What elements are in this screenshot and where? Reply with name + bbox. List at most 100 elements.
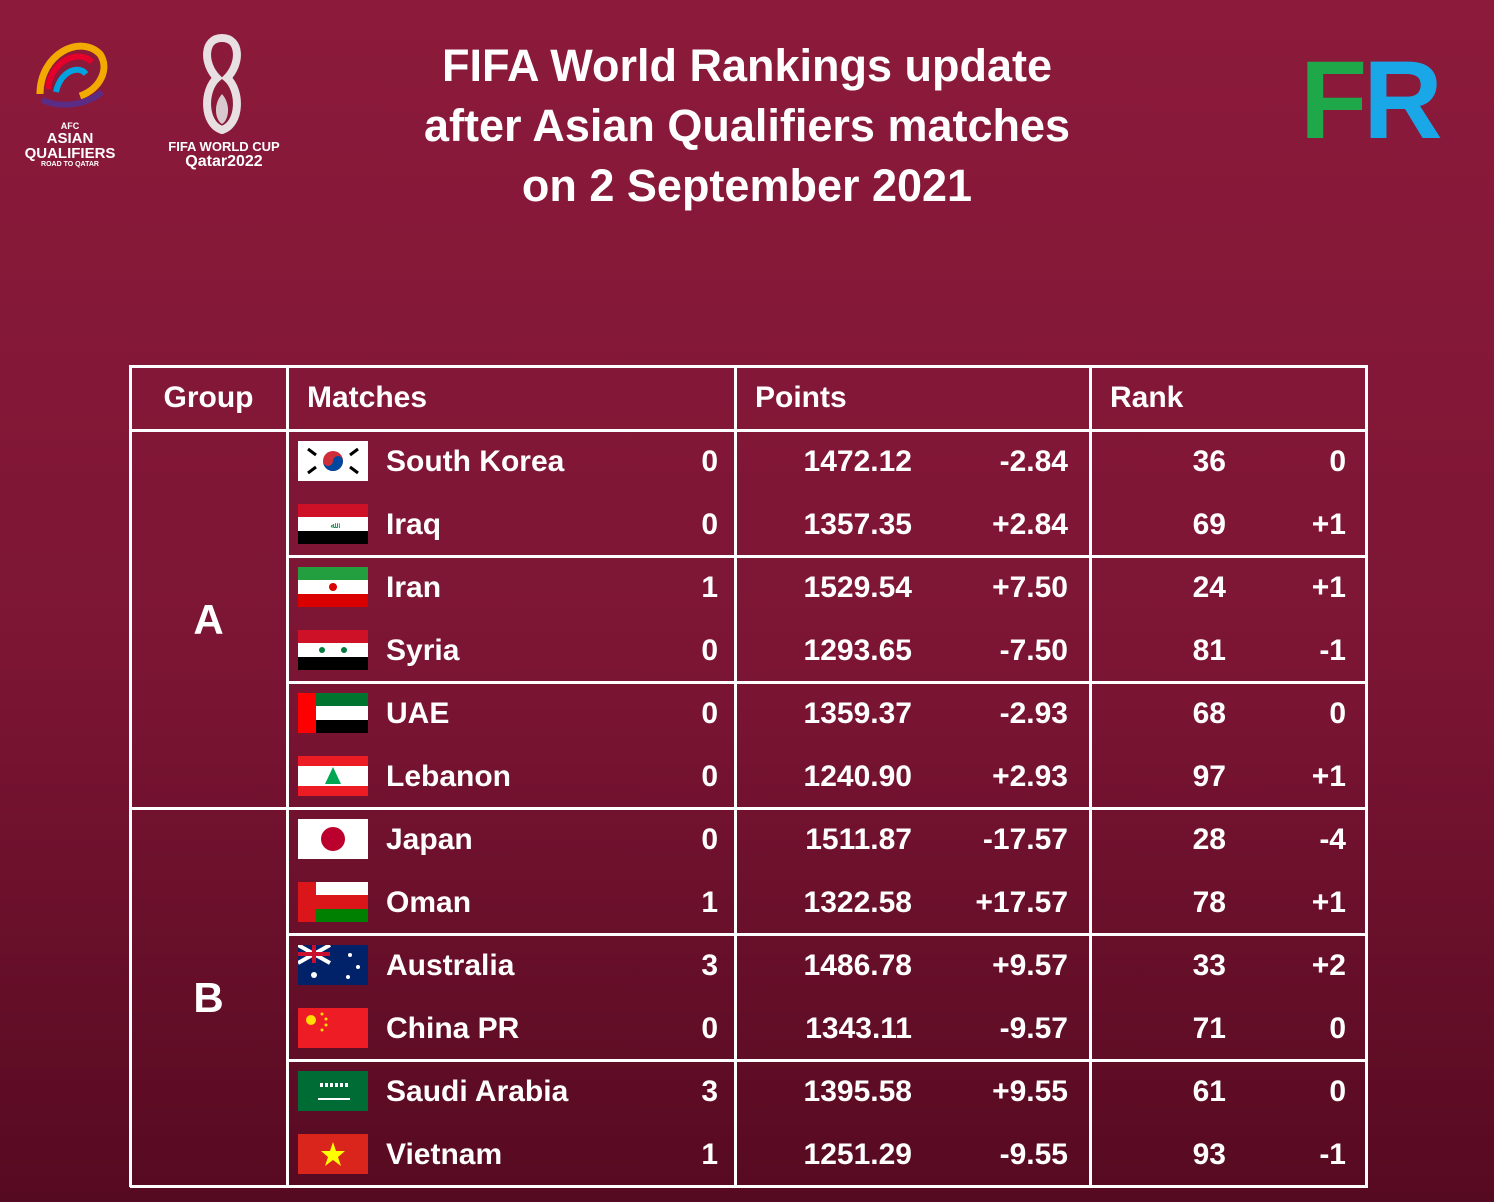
rank: 68: [1192, 697, 1226, 730]
rank: 24: [1192, 571, 1226, 604]
title-line: FIFA World Rankings update: [441, 40, 1053, 91]
flag: [298, 1071, 368, 1111]
flag: [298, 693, 368, 733]
team-name: Oman: [386, 886, 472, 919]
team-name: Iran: [386, 571, 442, 604]
team-name: China PR: [386, 1012, 520, 1045]
points: 1322.58: [803, 886, 912, 919]
flag: [298, 630, 368, 670]
group-name: A: [193, 596, 224, 643]
points: 1359.37: [803, 697, 912, 730]
column-divider: [1365, 365, 1368, 1187]
rank-change: +1: [1311, 508, 1346, 541]
rank-change: -4: [1319, 823, 1346, 856]
score: 0: [701, 508, 718, 541]
afc-text: ASIAN: [46, 130, 94, 147]
fifa-logo: FIFA WORLD CUP Qatar2022: [160, 140, 288, 170]
rank: 81: [1192, 634, 1226, 667]
column-divider: [286, 365, 289, 1187]
points: 1486.78: [803, 949, 912, 982]
score: 0: [701, 634, 718, 667]
team-name: UAE: [386, 697, 450, 730]
change: +9.57: [992, 949, 1068, 982]
score: 0: [701, 1012, 718, 1045]
change: -9.55: [999, 1138, 1068, 1171]
score: 0: [701, 823, 718, 856]
column-header: Matches: [307, 381, 428, 414]
team-name: Japan: [386, 823, 473, 856]
change: +9.55: [992, 1075, 1068, 1108]
afc-text: QUALIFIERS: [24, 145, 116, 162]
row-divider: [287, 933, 1366, 936]
rank-change: 0: [1329, 1012, 1346, 1045]
points: 1293.65: [803, 634, 912, 667]
row-divider: [287, 1059, 1366, 1062]
score: 1: [701, 571, 718, 604]
points: 1357.35: [803, 508, 912, 541]
flag: [298, 945, 368, 985]
group-divider: [130, 807, 1366, 810]
score: 3: [701, 949, 718, 982]
team-name: Lebanon: [386, 760, 511, 793]
title-line: after Asian Qualifiers matches: [423, 100, 1071, 151]
afc-text: AFC: [60, 121, 80, 131]
change: -2.93: [999, 697, 1068, 730]
score: 0: [701, 445, 718, 478]
score: 1: [701, 886, 718, 919]
rank-change: +1: [1311, 886, 1346, 919]
rank-change: 0: [1329, 445, 1346, 478]
team-name: Syria: [386, 634, 460, 667]
flag: [298, 567, 368, 607]
team-name: Vietnam: [386, 1138, 503, 1171]
flag: [298, 882, 368, 922]
team-name: South Korea: [386, 445, 565, 478]
points: 1395.58: [803, 1075, 912, 1108]
header-divider: [130, 429, 1366, 432]
points: 1529.54: [803, 571, 912, 604]
column-divider: [734, 365, 737, 1187]
rank: 28: [1192, 823, 1226, 856]
brand-logo: FR: [1300, 46, 1443, 156]
score: 1: [701, 1138, 718, 1171]
rank-change: +1: [1311, 571, 1346, 604]
group-name: B: [193, 974, 224, 1021]
team-name: Iraq: [386, 508, 442, 541]
column-header: Group: [163, 381, 254, 414]
column-header: Rank: [1110, 381, 1184, 414]
change: -2.84: [999, 445, 1068, 478]
flag: ﷲ: [298, 504, 368, 544]
fifa-emblem: [203, 34, 241, 134]
fifa-text: FIFA WORLD CUP: [168, 139, 280, 154]
score: 0: [701, 760, 718, 793]
team-name: Saudi Arabia: [386, 1075, 569, 1108]
change: +17.57: [975, 886, 1068, 919]
rank: 93: [1192, 1138, 1226, 1171]
rank: 61: [1192, 1075, 1226, 1108]
flag: [298, 819, 368, 859]
afc-text: ROAD TO QATAR: [41, 161, 99, 168]
flag: [298, 441, 368, 481]
row-divider: [287, 555, 1366, 558]
rank-change: +2: [1311, 949, 1346, 982]
column-divider: [129, 365, 132, 1187]
change: -9.57: [999, 1012, 1068, 1045]
change: +2.84: [992, 508, 1068, 541]
rank: 33: [1192, 949, 1226, 982]
change: +2.93: [992, 760, 1068, 793]
rank-change: 0: [1329, 1075, 1346, 1108]
rank: 69: [1192, 508, 1226, 541]
row-divider: [287, 681, 1366, 684]
change: -7.50: [999, 634, 1068, 667]
brand-letter: F: [1300, 39, 1367, 162]
fifa-text: Qatar2022: [185, 152, 263, 170]
column-divider: [1089, 365, 1092, 1187]
table-border: [130, 1185, 1368, 1188]
column-header: Points: [755, 381, 847, 414]
rank: 36: [1192, 445, 1226, 478]
rank: 97: [1192, 760, 1226, 793]
flag: [298, 1134, 368, 1174]
rank: 78: [1192, 886, 1226, 919]
points: 1240.90: [803, 760, 912, 793]
